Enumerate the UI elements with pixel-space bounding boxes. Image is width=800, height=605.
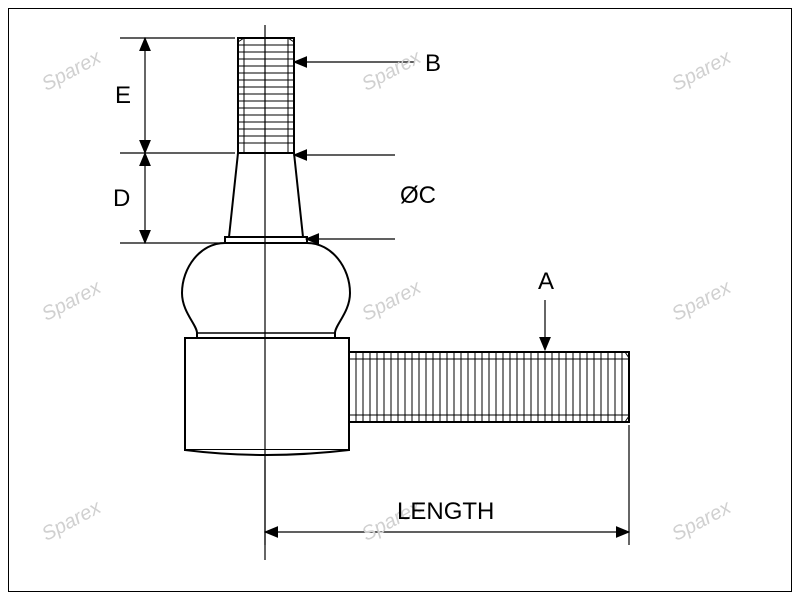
dimension-D — [120, 153, 222, 243]
dimension-C — [294, 155, 395, 239]
label-C: ØC — [400, 182, 436, 210]
dimension-E — [120, 38, 235, 153]
upper-threaded-stud — [238, 38, 294, 153]
label-B: B — [425, 50, 441, 78]
diagram-container: Sparex Sparex Sparex Sparex Sparex Spare… — [0, 0, 800, 600]
ball-joint-body — [182, 243, 350, 455]
label-E: E — [115, 82, 131, 110]
label-A: A — [538, 268, 554, 296]
label-D: D — [113, 185, 130, 213]
tapered-neck — [225, 153, 307, 243]
right-threaded-shank — [349, 352, 629, 422]
label-length: LENGTH — [397, 498, 494, 526]
